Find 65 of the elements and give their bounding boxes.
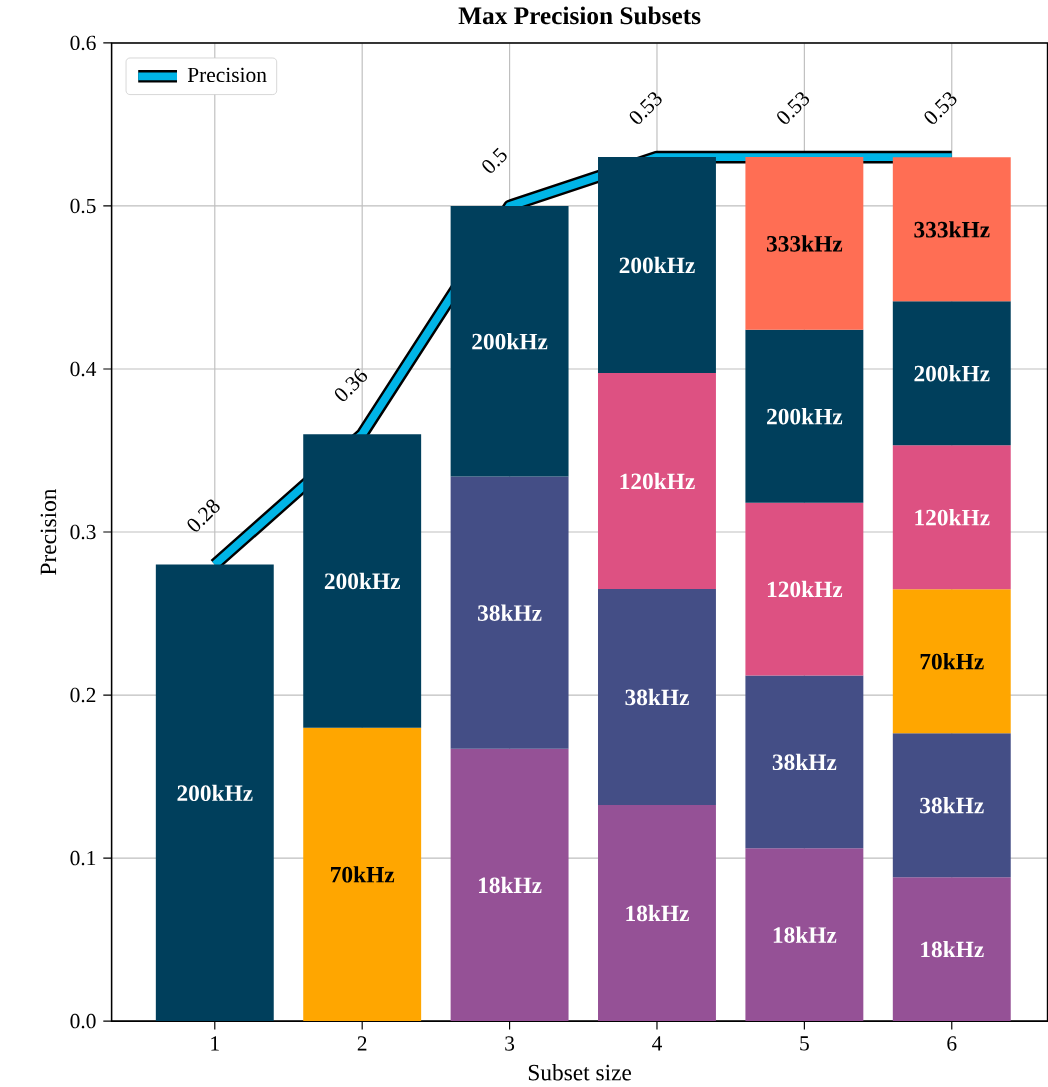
bar: [745, 157, 864, 330]
chart-title: Max Precision Subsets: [458, 6, 701, 25]
bar: [892, 733, 1011, 878]
bar: [303, 434, 421, 728]
x-tick-label: 3: [505, 1036, 514, 1051]
series-label: 120kHz: [767, 580, 842, 598]
y-tick-label: 0.3: [70, 524, 96, 540]
bar: [450, 748, 569, 1022]
bar: [597, 805, 716, 1022]
x-tick-label: 1: [211, 1036, 219, 1051]
text: 70kHz: [920, 652, 984, 670]
bar: [303, 727, 421, 1022]
text: 18kHz: [478, 876, 542, 894]
series-label: 70kHz: [330, 866, 394, 883]
x-tick-label: 2: [357, 1036, 367, 1051]
data-label: 0.53: [777, 92, 809, 124]
text: 18kHz: [921, 940, 984, 958]
bar: [892, 445, 1011, 590]
bar: [450, 205, 569, 477]
series-label: 333kHz: [766, 235, 842, 252]
text: 18kHz: [626, 904, 689, 922]
text: 120kHz: [620, 472, 695, 490]
bar: [450, 476, 569, 749]
text: 200kHz: [177, 784, 253, 802]
legend-label: Precision: [187, 67, 267, 83]
data-label: 0.36: [334, 368, 367, 402]
data-label: 0.53: [924, 92, 957, 124]
bar: [597, 157, 716, 374]
text: 38kHz: [625, 688, 689, 706]
text: 38kHz: [920, 796, 984, 814]
bar: [745, 502, 864, 676]
y-tick-label: 0.5: [70, 198, 96, 214]
bar: [597, 589, 716, 806]
text: 200kHz: [914, 365, 990, 382]
bar: [745, 675, 864, 849]
series-label: 18kHz: [773, 926, 837, 943]
y-axis-title: Precision: [40, 488, 57, 575]
data-label: 0.53: [629, 92, 662, 124]
y-tick-label: 0.6: [70, 35, 96, 51]
bar: [745, 848, 864, 1022]
bar: [892, 157, 1011, 302]
x-tick-label: 6: [947, 1036, 957, 1051]
series-label: 38kHz: [772, 753, 837, 771]
text: 38kHz: [477, 604, 542, 621]
y-tick-label: 0.0: [70, 1013, 96, 1029]
bar: [892, 301, 1011, 446]
y-tick-label: 0.2: [70, 687, 96, 703]
x-tick-label: 5: [800, 1036, 809, 1051]
bar: [155, 564, 274, 1022]
text: 120kHz: [915, 509, 990, 526]
text: 200kHz: [619, 256, 695, 274]
data-label: 0.28: [187, 499, 220, 532]
text: 200kHz: [766, 408, 842, 425]
bar: [892, 589, 1011, 734]
text: 200kHz: [324, 572, 400, 590]
bar: [597, 373, 716, 590]
bar: [745, 329, 864, 503]
y-tick-label: 0.4: [70, 361, 96, 377]
series-label: 200kHz: [472, 333, 548, 350]
x-tick-label: 4: [651, 1036, 662, 1051]
y-tick-label: 0.1: [70, 850, 95, 866]
x-axis-title: Subset size: [528, 1064, 631, 1081]
text: 333kHz: [914, 221, 990, 238]
bar: [892, 877, 1011, 1022]
data-label: 0.5: [482, 147, 507, 173]
